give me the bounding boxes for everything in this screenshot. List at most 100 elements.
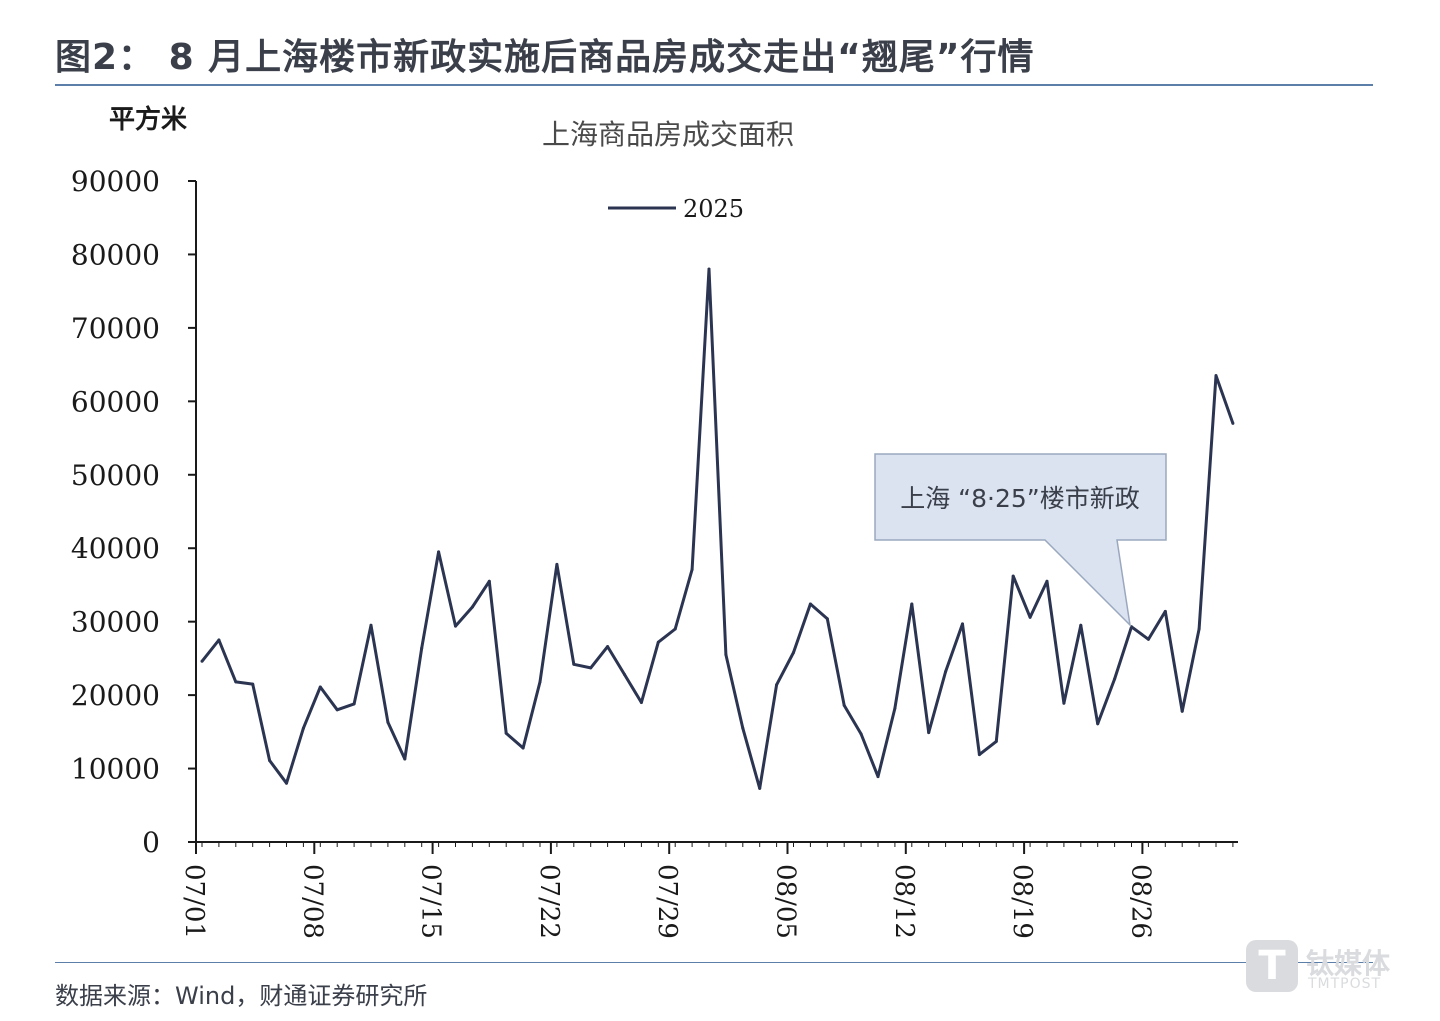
data-point	[656, 640, 660, 644]
data-point	[454, 624, 457, 628]
y-unit-label: 平方米	[109, 104, 187, 135]
data-point	[775, 683, 779, 687]
data-point	[437, 550, 441, 554]
data-point	[572, 662, 576, 666]
data-point	[301, 726, 305, 730]
data-point	[1197, 627, 1201, 631]
data-point	[268, 759, 272, 762]
data-point	[808, 602, 812, 606]
data-point	[352, 702, 356, 706]
x-tick-label: 08/19	[1007, 864, 1037, 939]
y-tick-label: 30000	[71, 606, 160, 639]
y-tick-label: 40000	[71, 532, 160, 565]
data-point	[1146, 637, 1150, 641]
title-rule	[55, 84, 1373, 86]
data-point	[690, 568, 694, 571]
data-point	[1113, 677, 1117, 681]
data-point	[1163, 609, 1167, 613]
data-point	[403, 757, 407, 761]
data-point	[1028, 615, 1032, 619]
data-point	[961, 622, 964, 626]
source-rule	[55, 962, 1373, 963]
data-point	[994, 739, 998, 743]
data-point	[420, 646, 424, 650]
series-line	[200, 267, 1235, 790]
data-point	[944, 670, 948, 674]
data-point	[758, 786, 762, 790]
data-point	[893, 706, 897, 710]
data-point	[504, 731, 508, 735]
data-point	[842, 703, 846, 707]
data-point	[251, 682, 255, 686]
data-point	[741, 726, 745, 730]
data-point	[673, 627, 677, 631]
y-tick-label: 80000	[71, 238, 160, 271]
data-point	[1062, 701, 1066, 705]
x-tick-label: 07/29	[652, 864, 682, 939]
data-point	[792, 651, 795, 654]
y-tick-label: 0	[142, 826, 160, 859]
data-point	[200, 659, 204, 663]
watermark-subtext: TMTPOST	[1308, 976, 1382, 992]
data-point	[910, 602, 914, 606]
data-point	[623, 673, 626, 676]
data-point	[369, 623, 373, 627]
data-point	[386, 720, 390, 724]
y-tick-label: 20000	[71, 679, 160, 712]
logo-icon: T	[1246, 940, 1298, 992]
data-point	[639, 701, 643, 704]
data-point	[1096, 722, 1100, 726]
data-point	[335, 708, 339, 712]
data-point	[521, 746, 525, 750]
data-point	[707, 267, 711, 271]
policy-callout: 上海 “8·25”楼市新政	[874, 453, 1167, 628]
callout-shape	[874, 453, 1167, 628]
data-point	[977, 753, 981, 757]
watermark-text: 钛媒体	[1306, 947, 1391, 980]
legend: 2025	[608, 195, 744, 223]
legend-label: 2025	[683, 195, 744, 223]
data-point	[217, 638, 221, 642]
data-point	[538, 680, 542, 684]
data-point	[285, 781, 288, 785]
watermark-logo: T 钛媒体 TMTPOST	[1246, 940, 1390, 996]
data-point	[1045, 579, 1049, 583]
data-point	[589, 666, 593, 670]
y-tick-label: 60000	[71, 385, 160, 418]
x-tick-label: 08/26	[1125, 864, 1155, 939]
data-point	[927, 731, 931, 735]
data-point	[876, 775, 880, 779]
data-point	[1214, 374, 1218, 378]
data-point	[859, 732, 863, 736]
y-tick-label: 10000	[71, 753, 160, 786]
data-point	[1180, 709, 1184, 713]
chart-title: 上海商品房成交面积	[542, 118, 794, 151]
x-tick-label: 07/22	[534, 864, 564, 939]
y-tick-label: 90000	[71, 165, 160, 198]
data-point	[555, 562, 559, 566]
line-chart: 平方米 上海商品房成交面积 2025 0 10000 20000 30000 40000…	[71, 104, 1238, 939]
x-tick-label: 08/05	[771, 864, 801, 939]
figure-title: 图2： 8 月上海楼市新政实施后商品房成交走出“翘尾”行情	[55, 37, 1035, 78]
series-2025	[200, 267, 1235, 790]
y-tick-label: 70000	[71, 312, 160, 345]
data-point	[825, 617, 829, 621]
data-point	[1231, 421, 1235, 425]
data-point	[724, 653, 728, 657]
y-tick-label: 50000	[71, 459, 160, 492]
data-point	[487, 579, 491, 583]
source-note: 数据来源：Wind，财通证券研究所	[55, 982, 428, 1010]
x-tick-label: 07/01	[179, 864, 209, 939]
data-point	[234, 680, 238, 684]
x-axis: 07/01 07/08 07/15 07/22 07/29 08/05 08/12 08/19…	[179, 841, 1238, 939]
x-tick-label: 08/12	[889, 864, 919, 939]
x-tick-label: 07/15	[416, 864, 446, 939]
data-point	[470, 605, 474, 609]
y-axis: 0 10000 20000 30000 40000 50000 60000 70000 8000…	[71, 165, 197, 859]
data-point	[1079, 623, 1083, 627]
x-tick-label: 07/08	[297, 864, 327, 939]
callout-text: 上海 “8·25”楼市新政	[900, 484, 1140, 513]
data-point	[318, 685, 322, 689]
data-point	[1011, 574, 1015, 578]
data-point	[606, 645, 610, 649]
